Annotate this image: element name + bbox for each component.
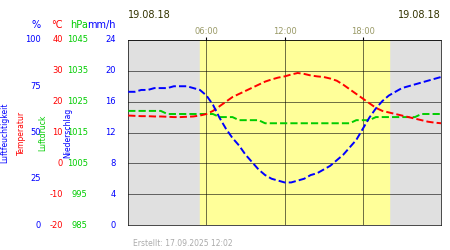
Text: 1025: 1025 <box>67 97 88 106</box>
Text: hPa: hPa <box>70 20 88 30</box>
Text: mm/h: mm/h <box>87 20 116 30</box>
Text: 985: 985 <box>72 220 88 230</box>
Text: Niederschlag: Niederschlag <box>63 108 72 158</box>
Text: 40: 40 <box>53 36 63 44</box>
Text: 20: 20 <box>105 66 116 75</box>
Text: 12: 12 <box>105 128 116 137</box>
Text: Luftfeuchtigkeit: Luftfeuchtigkeit <box>0 102 9 163</box>
Bar <box>200 40 389 225</box>
Text: %: % <box>32 20 40 30</box>
Text: 0: 0 <box>35 220 40 230</box>
Text: Erstellt: 17.09.2025 12:02: Erstellt: 17.09.2025 12:02 <box>133 238 232 248</box>
Text: 24: 24 <box>105 36 116 44</box>
Text: 25: 25 <box>30 174 40 183</box>
Text: 4: 4 <box>110 190 116 199</box>
Text: 1015: 1015 <box>67 128 88 137</box>
Text: 1045: 1045 <box>67 36 88 44</box>
Text: 10: 10 <box>53 128 63 137</box>
Text: °C: °C <box>51 20 63 30</box>
Text: -10: -10 <box>50 190 63 199</box>
Text: 19.08.18: 19.08.18 <box>398 10 441 20</box>
Text: 30: 30 <box>52 66 63 75</box>
Text: 0: 0 <box>58 159 63 168</box>
Text: 8: 8 <box>110 159 116 168</box>
Text: Luftdruck: Luftdruck <box>38 114 47 151</box>
Text: 75: 75 <box>30 82 40 91</box>
Text: 19.08.18: 19.08.18 <box>128 10 171 20</box>
Text: 995: 995 <box>72 190 88 199</box>
Text: 20: 20 <box>53 97 63 106</box>
Text: 0: 0 <box>110 220 116 230</box>
Text: 1035: 1035 <box>67 66 88 75</box>
Text: -20: -20 <box>50 220 63 230</box>
Text: 1005: 1005 <box>67 159 88 168</box>
Text: Temperatur: Temperatur <box>17 110 26 154</box>
Text: 50: 50 <box>30 128 40 137</box>
Text: 100: 100 <box>25 36 40 44</box>
Text: 16: 16 <box>105 97 116 106</box>
